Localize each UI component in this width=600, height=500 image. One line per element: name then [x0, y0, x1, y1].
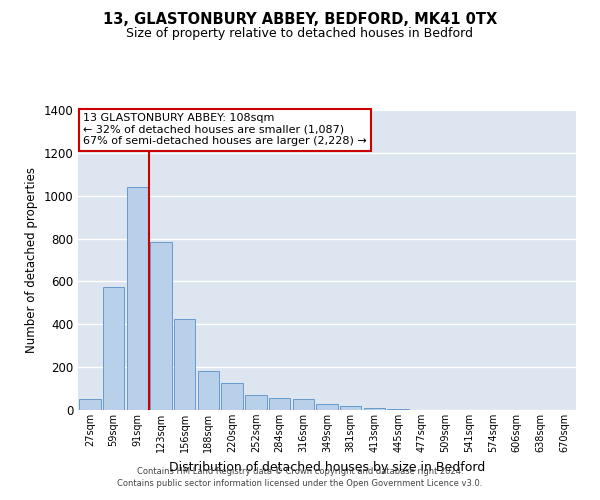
Bar [364, 408, 385, 410]
Bar [127, 187, 148, 410]
Bar [221, 383, 243, 410]
Bar [198, 372, 219, 410]
Bar [174, 319, 196, 410]
Bar [79, 400, 101, 410]
Bar [103, 287, 124, 410]
X-axis label: Distribution of detached houses by size in Bedford: Distribution of detached houses by size … [169, 460, 485, 473]
Bar [245, 396, 266, 410]
Bar [340, 406, 361, 410]
Bar [316, 404, 338, 410]
Y-axis label: Number of detached properties: Number of detached properties [25, 167, 38, 353]
Text: Size of property relative to detached houses in Bedford: Size of property relative to detached ho… [127, 28, 473, 40]
Text: 13 GLASTONBURY ABBEY: 108sqm
← 32% of detached houses are smaller (1,087)
67% of: 13 GLASTONBURY ABBEY: 108sqm ← 32% of de… [83, 113, 367, 146]
Bar [151, 242, 172, 410]
Bar [269, 398, 290, 410]
Text: 13, GLASTONBURY ABBEY, BEDFORD, MK41 0TX: 13, GLASTONBURY ABBEY, BEDFORD, MK41 0TX [103, 12, 497, 28]
Text: Contains HM Land Registry data © Crown copyright and database right 2024.
Contai: Contains HM Land Registry data © Crown c… [118, 466, 482, 487]
Bar [388, 409, 409, 410]
Bar [293, 400, 314, 410]
